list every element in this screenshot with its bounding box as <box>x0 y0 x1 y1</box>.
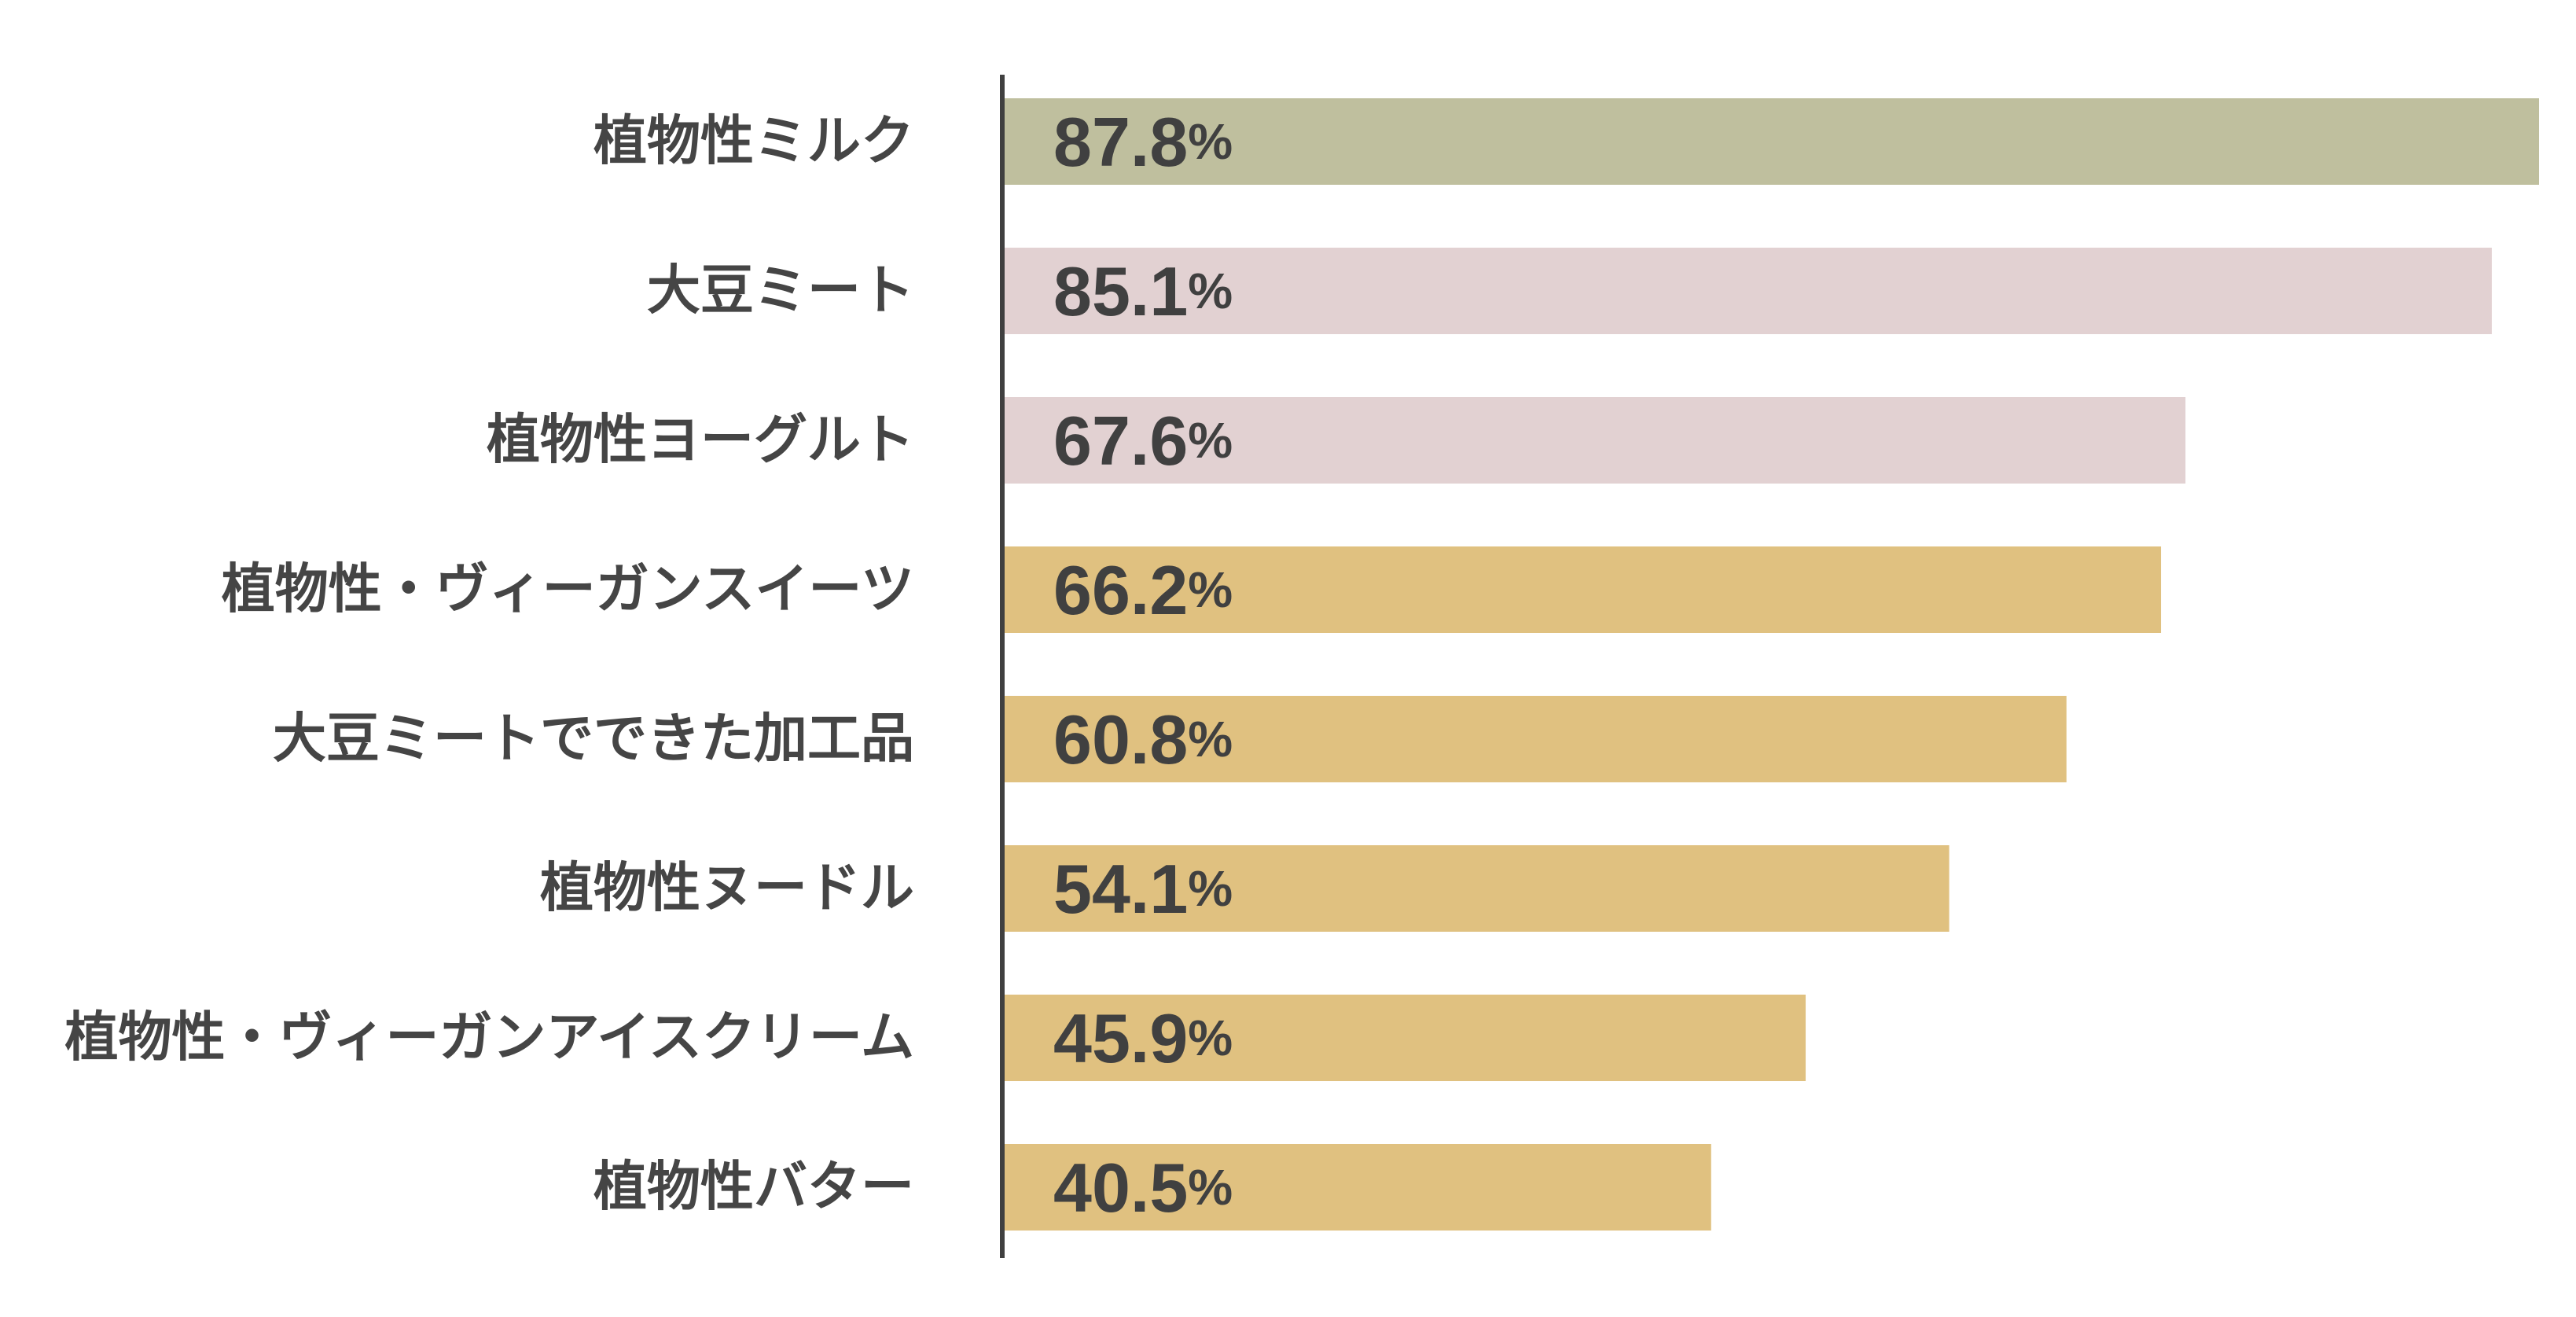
data-label: 45.9% <box>1053 999 1233 1077</box>
category-label: 植物性ヌードル <box>540 858 914 920</box>
category-label: 植物性ヨーグルト <box>487 410 914 472</box>
data-label: 67.6% <box>1053 402 1233 480</box>
category-label: 植物性・ヴィーガンアイスクリーム <box>64 1007 914 1069</box>
data-label: 85.1% <box>1053 252 1233 330</box>
data-label: 40.5% <box>1053 1149 1233 1227</box>
category-label: 大豆ミートでできた加工品 <box>273 708 914 771</box>
category-label: 大豆ミート <box>647 260 914 322</box>
bar <box>1002 845 1949 932</box>
category-label: 植物性・ヴィーガンスイーツ <box>222 559 914 621</box>
bar <box>1002 397 2186 484</box>
bar <box>1002 1144 1711 1231</box>
data-label: 60.8% <box>1053 701 1233 778</box>
data-label: 87.8% <box>1053 103 1233 181</box>
bar <box>1002 696 2067 782</box>
bar <box>1002 98 2539 185</box>
category-label: 植物性ミルク <box>593 111 914 173</box>
bar <box>1002 248 2492 334</box>
data-label: 54.1% <box>1053 850 1233 928</box>
category-label: 植物性バター <box>593 1157 914 1219</box>
bar <box>1002 995 1806 1081</box>
data-label: 66.2% <box>1053 551 1233 629</box>
bar <box>1002 546 2162 633</box>
